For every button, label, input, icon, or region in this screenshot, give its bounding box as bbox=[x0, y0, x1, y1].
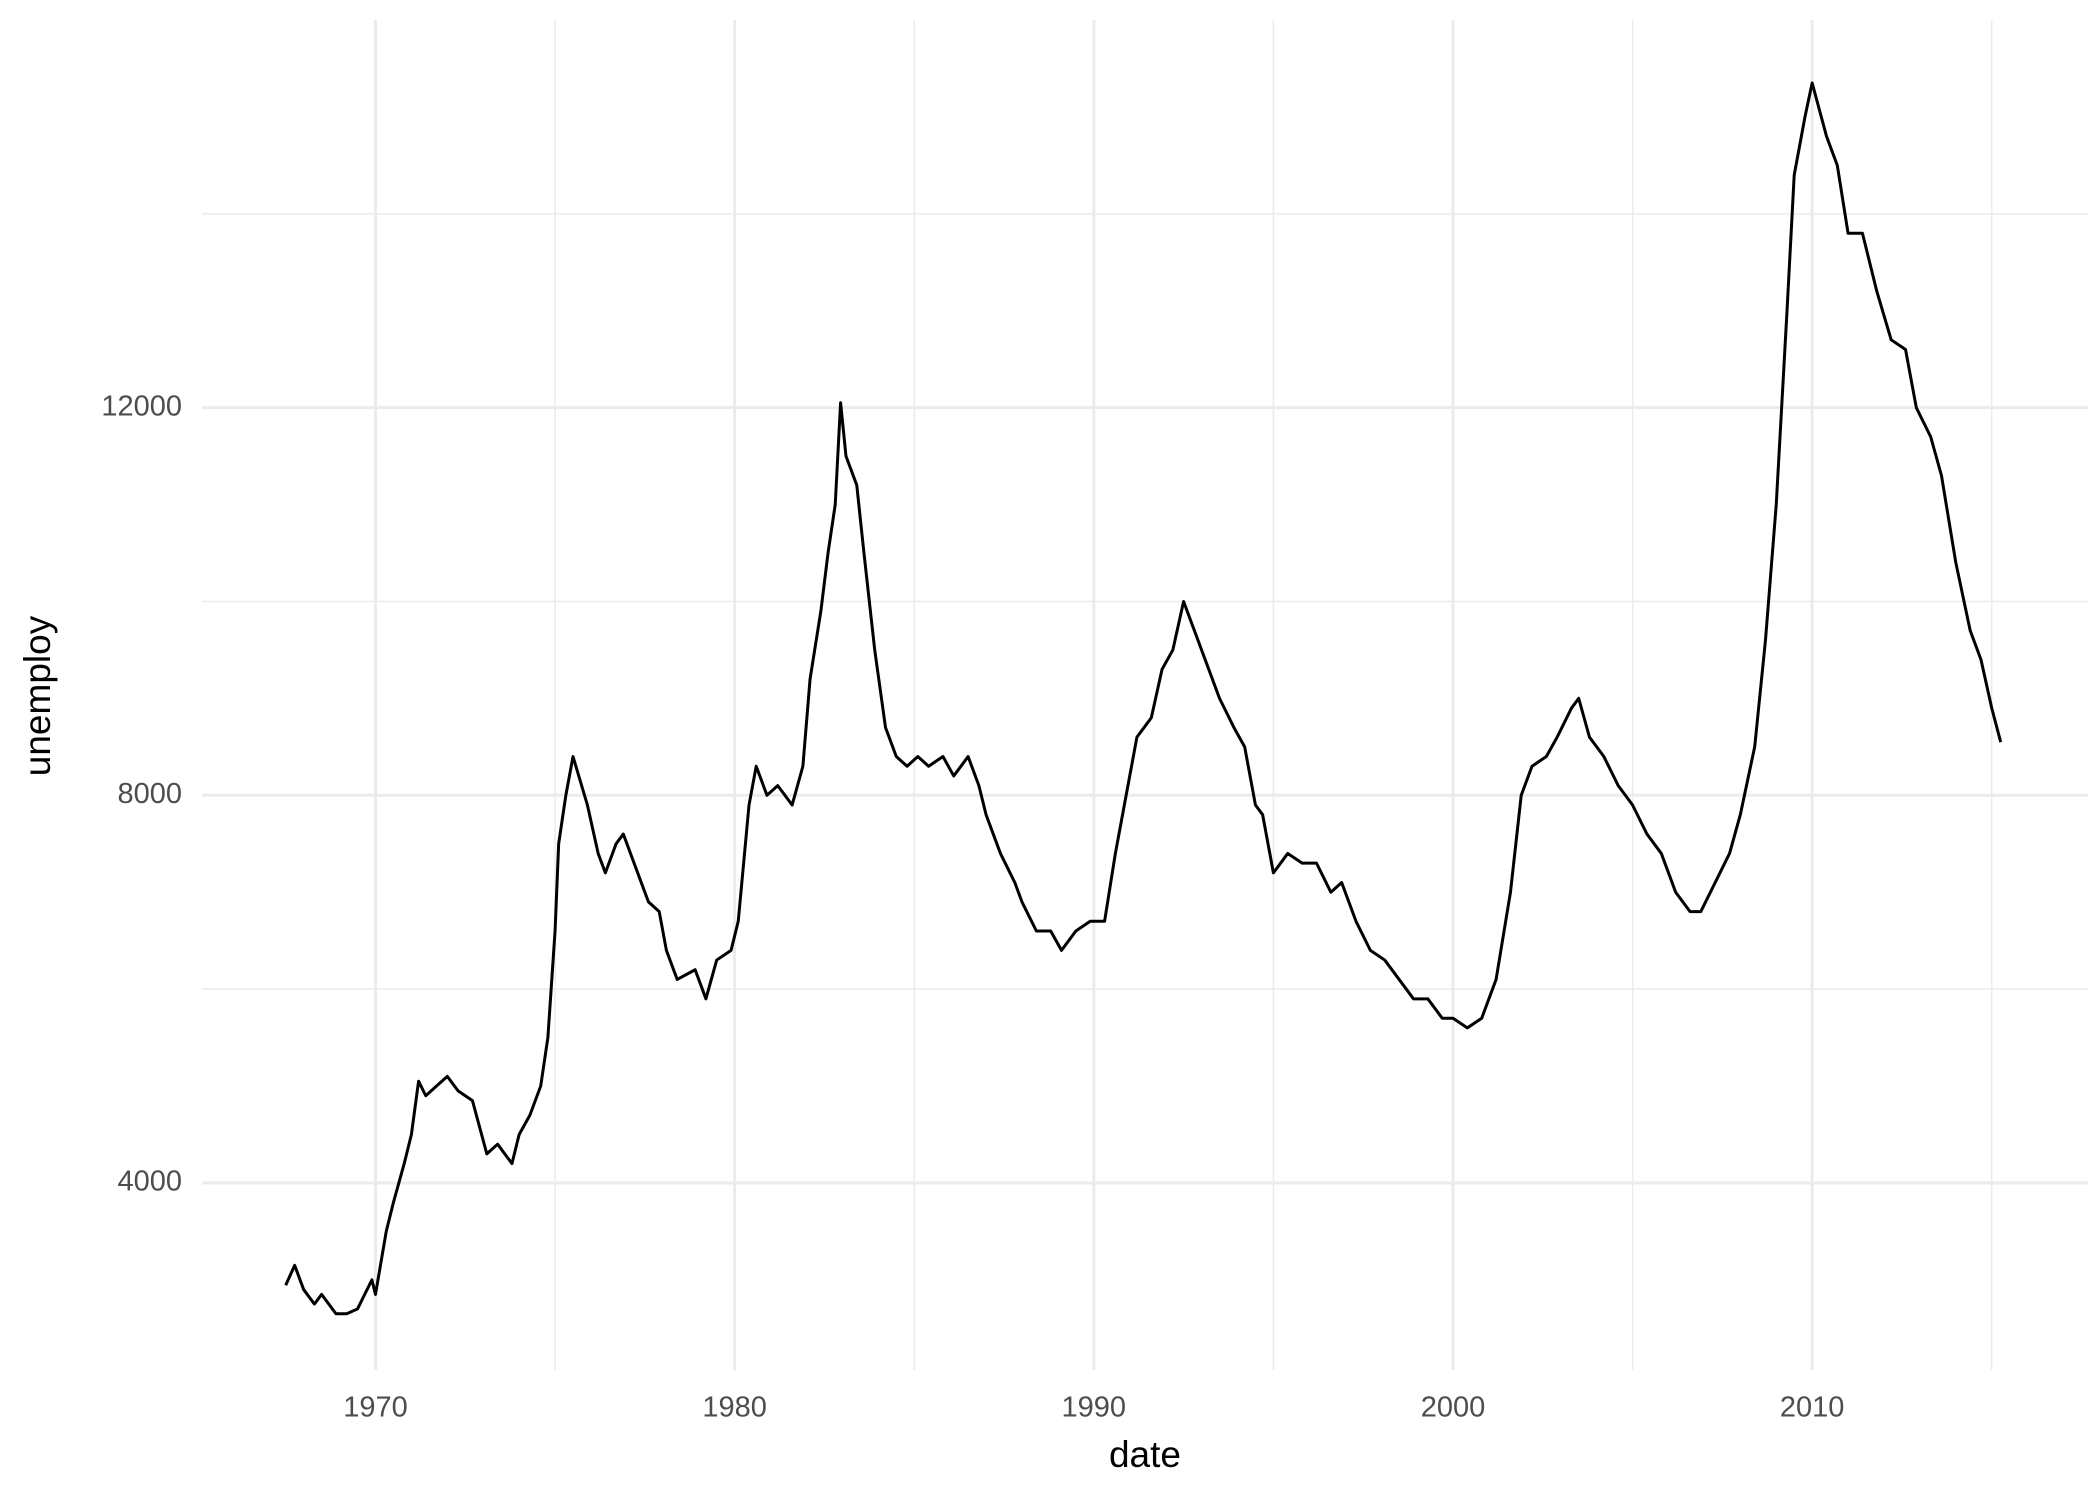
line bbox=[284, 81, 2003, 1316]
x-tick-label: 1970 bbox=[343, 1392, 408, 1424]
x-tick-label: 1990 bbox=[1062, 1392, 1127, 1424]
x-axis-label: date bbox=[1109, 1434, 1181, 1475]
y-tick-label: 8000 bbox=[117, 778, 182, 810]
x-tick-label: 2000 bbox=[1421, 1392, 1486, 1424]
y-tick-label: 12000 bbox=[101, 390, 182, 422]
y-tick-label: 4000 bbox=[117, 1166, 182, 1198]
x-tick-label: 1980 bbox=[702, 1392, 767, 1424]
y-axis-label: unemploy bbox=[17, 615, 58, 776]
x-tick-label: 2010 bbox=[1780, 1392, 1845, 1424]
